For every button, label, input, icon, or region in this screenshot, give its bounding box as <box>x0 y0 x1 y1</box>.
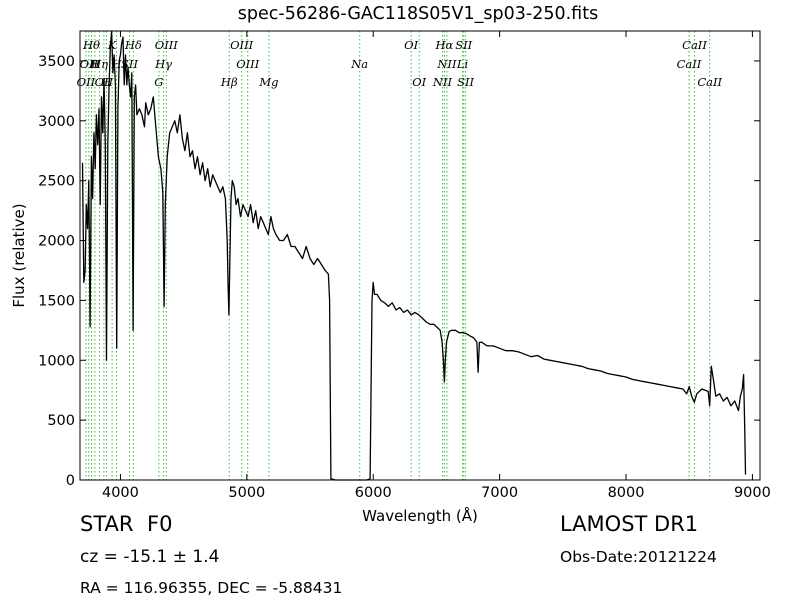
line-marker-label: CaII <box>677 57 702 71</box>
line-marker-label: Hβ <box>220 75 238 89</box>
x-tick-label: 4000 <box>102 485 139 501</box>
line-marker-label: Mg <box>258 75 278 89</box>
line-marker-label: OIII <box>236 57 260 71</box>
axis-tick-labels: 4000 5000 6000 7000 8000 9000 0 500 1000 1500 2000… <box>38 54 771 501</box>
spectrum-line <box>81 30 747 481</box>
line-markers <box>85 31 711 480</box>
y-tick-label: 3500 <box>38 54 75 70</box>
line-marker-label: Hγ <box>154 57 172 71</box>
y-tick-label: 2000 <box>38 234 75 250</box>
y-tick-label: 3000 <box>38 114 75 130</box>
x-tick-label: 7000 <box>481 485 518 501</box>
plot-frame <box>79 30 761 481</box>
line-marker-label: OIII <box>230 38 254 52</box>
redshift-cz: cz = -15.1 ± 1.4 <box>80 547 220 567</box>
x-tick-label: 8000 <box>608 485 645 501</box>
line-marker-label: SII <box>455 38 472 52</box>
line-marker-label: Hη <box>90 57 108 71</box>
x-axis-label: Wavelength (Å) <box>362 506 478 525</box>
line-marker-label: OIII <box>155 38 179 52</box>
line-marker-label: Na <box>350 57 368 71</box>
observation-date: Obs-Date:20121224 <box>560 548 717 566</box>
line-marker-label: Hθ <box>82 38 100 52</box>
line-marker-label: OI <box>412 75 426 89</box>
line-marker-label: CaII <box>682 38 707 52</box>
line-marker-label: OII <box>77 75 96 89</box>
y-tick-label: 1000 <box>38 353 75 369</box>
x-tick-label: 9000 <box>734 485 771 501</box>
object-class: F0 <box>147 512 173 536</box>
axis-ticks <box>80 31 760 481</box>
line-marker-label: H <box>100 75 112 89</box>
x-tick-label: 6000 <box>355 485 392 501</box>
x-tick-label: 5000 <box>228 485 265 501</box>
line-marker-label: Hα <box>434 38 453 52</box>
chart-title: spec-56286-GAC118S05V1_sp03-250.fits <box>237 4 599 24</box>
y-axis-label: Flux (relative) <box>10 203 28 307</box>
line-marker-label: OI <box>404 38 418 52</box>
y-tick-label: 0 <box>66 473 75 489</box>
line-marker-label: NII <box>436 57 457 71</box>
line-marker-label: NII <box>432 75 453 89</box>
line-marker-label: CaII <box>697 75 722 89</box>
line-marker-label: G <box>154 75 163 89</box>
line-marker-label: H <box>89 57 101 71</box>
y-tick-label: 500 <box>47 413 75 429</box>
line-marker-label: SII <box>457 75 474 89</box>
object-type: STAR <box>80 512 134 536</box>
line-marker-label: Hδ <box>124 38 142 52</box>
y-tick-label: 1500 <box>38 293 75 309</box>
line-marker-label: Li <box>456 57 469 71</box>
ra-dec-coordinates: RA = 116.96355, DEC = -5.88431 <box>80 579 343 597</box>
y-tick-label: 2500 <box>38 174 75 190</box>
survey-name: LAMOST DR1 <box>560 512 699 536</box>
